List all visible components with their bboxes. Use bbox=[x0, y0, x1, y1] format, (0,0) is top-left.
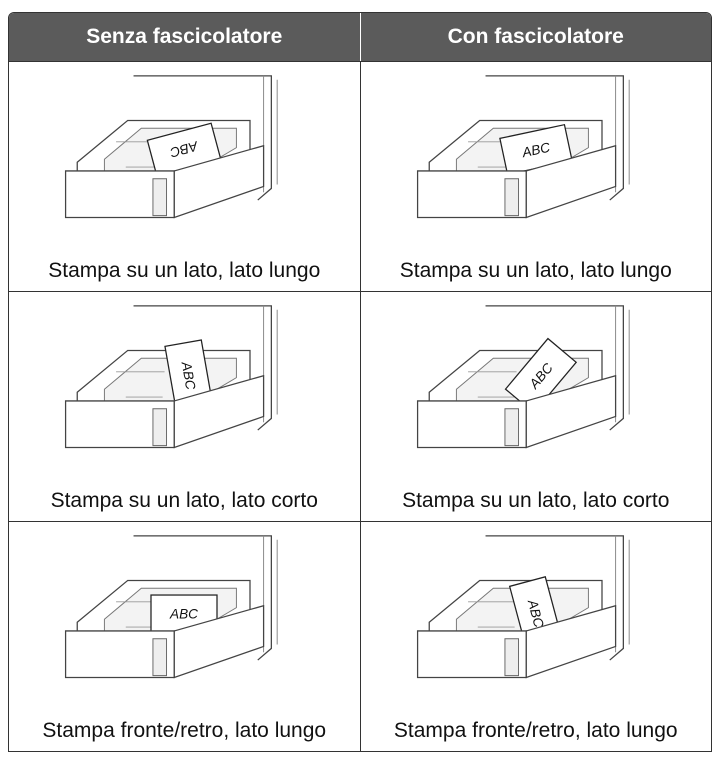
column-header: Senza fascicolatore bbox=[86, 25, 283, 48]
tray-illustration: ABC bbox=[65, 305, 278, 449]
paper: ABC bbox=[164, 339, 214, 413]
caption: Stampa fronte/retro, lato lungo bbox=[42, 719, 327, 742]
tray-handle bbox=[504, 638, 519, 677]
tray-illustration: ABC bbox=[416, 305, 630, 449]
paper-text: ABC bbox=[524, 597, 546, 629]
tray-handle bbox=[504, 408, 519, 447]
table-cell: ABC Stampa fronte/retro, lato lungo bbox=[9, 522, 360, 751]
paper-text: ABC bbox=[169, 606, 198, 621]
caption: Stampa su un lato, lato corto bbox=[50, 489, 318, 512]
tray-side bbox=[525, 374, 616, 449]
caption: Stampa su un lato, lato lungo bbox=[399, 259, 672, 282]
tray-handle bbox=[152, 638, 168, 677]
column-header: Con fascicolatore bbox=[359, 13, 712, 61]
caption: Stampa fronte/retro, lato lungo bbox=[393, 719, 678, 742]
paper-text: ABC bbox=[179, 360, 199, 391]
tray-guide bbox=[467, 371, 517, 398]
tray-handle bbox=[504, 178, 519, 217]
paper: ABC bbox=[498, 123, 573, 176]
tray-side bbox=[525, 604, 616, 679]
table-cell: ABC Stampa su un lato, lato lungo bbox=[359, 62, 712, 291]
tray-side bbox=[173, 144, 265, 219]
table-cell: ABC Stampa su un lato, lato lungo bbox=[9, 62, 360, 291]
tray-illustration: ABC bbox=[416, 75, 630, 219]
table-cell: ABC Stampa fronte/retro, lato lungo bbox=[359, 522, 712, 751]
tray-handle bbox=[152, 178, 168, 217]
caption: Stampa su un lato, lato lungo bbox=[48, 259, 321, 282]
tray-guide bbox=[467, 601, 517, 628]
table-cell: ABC Stampa su un lato, lato corto bbox=[9, 292, 360, 521]
tray-illustration: ABC bbox=[65, 75, 278, 219]
tray-side bbox=[173, 604, 265, 679]
table-cell: ABC Stampa su un lato, lato corto bbox=[359, 292, 712, 521]
paper-text: ABC bbox=[169, 138, 201, 160]
tray-side bbox=[173, 374, 265, 449]
tray-illustration: ABC bbox=[416, 535, 630, 679]
table: Senza fascicolatore Con fascicolatore AB… bbox=[8, 12, 712, 752]
header-row: Senza fascicolatore Con fascicolatore bbox=[9, 13, 711, 61]
table-row: ABC Stampa fronte/retro, lato lungo ABC … bbox=[9, 521, 711, 751]
paper: ABC bbox=[504, 337, 577, 414]
table-body: ABC Stampa su un lato, lato lungo ABC St… bbox=[9, 61, 711, 751]
tray-side bbox=[525, 144, 616, 219]
tray-handle bbox=[152, 408, 168, 447]
tray-illustration: ABC bbox=[65, 535, 278, 679]
paper-text: ABC bbox=[520, 140, 552, 161]
table-row: ABC Stampa su un lato, lato lungo ABC St… bbox=[9, 61, 711, 291]
tray-guide bbox=[116, 371, 165, 398]
table-row: ABC Stampa su un lato, lato corto ABC St… bbox=[9, 291, 711, 521]
caption: Stampa su un lato, lato corto bbox=[402, 489, 670, 512]
